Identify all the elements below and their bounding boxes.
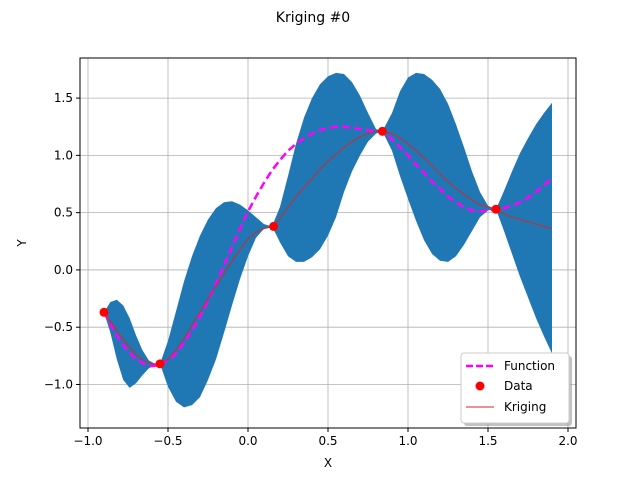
x-axis-label: X	[324, 456, 332, 470]
legend-box	[460, 352, 570, 424]
y-axis-label: Y	[15, 239, 29, 248]
legend-data-swatch	[475, 381, 485, 391]
data-point	[99, 307, 109, 317]
y-tick-label: −1.0	[44, 377, 73, 391]
y-tick-label: −0.5	[44, 320, 73, 334]
x-axis-ticks: −1.0 −0.5 0.0 0.5 1.0 1.5 2.0	[73, 428, 578, 448]
series-lines	[102, 125, 553, 368]
confidence-band-area	[104, 72, 552, 408]
y-axis-ticks: −1.0 −0.5 0.0 0.5 1.0 1.5	[44, 91, 80, 391]
x-tick-label: −0.5	[153, 434, 182, 448]
x-tick-label: 1.0	[398, 434, 417, 448]
data-point	[491, 204, 501, 214]
x-tick-label: 0.5	[318, 434, 337, 448]
y-tick-label: 0.5	[54, 206, 73, 220]
legend: Function Data Kriging	[460, 352, 572, 426]
legend-data-label: Data	[504, 379, 533, 393]
kriging-line	[103, 130, 553, 365]
x-tick-label: −1.0	[73, 434, 102, 448]
data-point	[269, 221, 279, 231]
x-tick-label: 2.0	[558, 434, 577, 448]
y-tick-label: 1.5	[54, 91, 73, 105]
y-tick-label: 1.0	[54, 148, 73, 162]
legend-kriging-label: Kriging	[504, 400, 546, 414]
x-tick-label: 1.5	[478, 434, 497, 448]
confidence-band	[104, 72, 552, 408]
x-tick-label: 0.0	[238, 434, 257, 448]
legend-function-label: Function	[504, 359, 555, 373]
chart-title: Kriging #0	[276, 10, 350, 26]
data-points	[99, 126, 501, 369]
data-point	[377, 126, 387, 136]
y-tick-label: 0.0	[54, 263, 73, 277]
data-point	[155, 359, 165, 369]
